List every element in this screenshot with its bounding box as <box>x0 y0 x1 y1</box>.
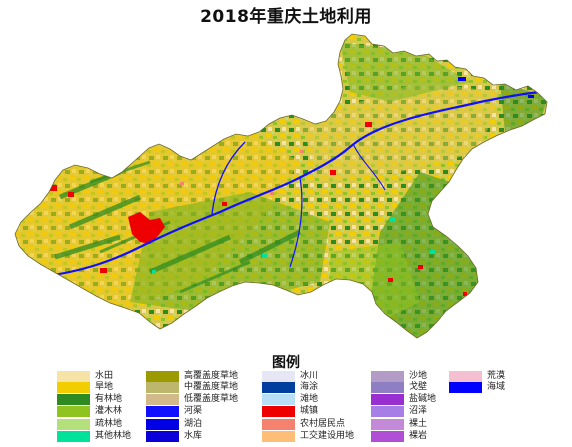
legend-label: 农村居民点 <box>300 418 346 429</box>
legend-item: 低覆盖度草地 <box>146 393 238 405</box>
legend-label: 海域 <box>487 381 506 392</box>
legend-swatch <box>371 393 404 405</box>
legend-label: 疏林地 <box>95 418 123 429</box>
legend-label: 城镇 <box>300 405 319 416</box>
legend-swatch <box>262 381 295 393</box>
legend-swatch <box>262 430 295 442</box>
legend-label: 冰川 <box>300 370 319 381</box>
legend-label: 湖泊 <box>184 418 203 429</box>
legend-label: 海涂 <box>300 381 319 392</box>
legend-label: 水库 <box>184 430 203 441</box>
legend-label: 中覆盖度草地 <box>184 381 239 392</box>
legend-label: 其他林地 <box>95 430 132 441</box>
legend-item: 水库 <box>146 430 202 442</box>
legend-swatch <box>57 393 90 405</box>
legend-label: 荒漠 <box>487 370 506 381</box>
legend-label: 高覆盖度草地 <box>184 370 239 381</box>
legend-swatch <box>371 381 404 393</box>
legend-swatch <box>371 430 404 442</box>
legend-item: 农村居民点 <box>262 418 345 430</box>
legend-item: 城镇 <box>262 405 318 417</box>
legend-item: 其他林地 <box>57 430 131 442</box>
legend-swatch <box>371 418 404 430</box>
legend-swatch <box>146 430 179 442</box>
legend-item: 中覆盖度草地 <box>146 381 238 393</box>
legend-swatch <box>449 370 482 382</box>
legend-swatch <box>371 405 404 417</box>
legend-swatch <box>146 381 179 393</box>
legend-item: 工交建设用地 <box>262 430 354 442</box>
legend-swatch <box>57 370 90 382</box>
legend-label: 河渠 <box>184 405 203 416</box>
legend-label: 盐碱地 <box>409 393 437 404</box>
legend-item: 海涂 <box>262 381 318 393</box>
legend-swatch <box>57 405 90 417</box>
legend-label: 滩地 <box>300 393 319 404</box>
legend-swatch <box>371 370 404 382</box>
legend-swatch <box>146 405 179 417</box>
legend-swatch <box>262 418 295 430</box>
legend-item: 灌木林 <box>57 405 122 417</box>
land-use-map <box>0 22 572 347</box>
legend-item: 盐碱地 <box>371 393 436 405</box>
legend-label: 裸岩 <box>409 430 428 441</box>
legend-label: 灌木林 <box>95 405 123 416</box>
legend-swatch <box>262 405 295 417</box>
legend-item: 沼泽 <box>371 405 427 417</box>
legend-item: 湖泊 <box>146 418 202 430</box>
legend-label: 沙地 <box>409 370 428 381</box>
legend-swatch <box>262 370 295 382</box>
legend-label: 水田 <box>95 370 114 381</box>
legend-swatch <box>146 418 179 430</box>
legend-label: 旱地 <box>95 381 114 392</box>
legend-title: 图例 <box>272 355 300 371</box>
map-title: 2018年重庆土地利用 <box>200 7 372 27</box>
legend-label: 工交建设用地 <box>300 430 355 441</box>
legend-item: 裸岩 <box>371 430 427 442</box>
legend-label: 戈壁 <box>409 381 428 392</box>
legend-item: 有林地 <box>57 393 122 405</box>
legend-swatch <box>449 381 482 393</box>
legend-label: 低覆盖度草地 <box>184 393 239 404</box>
legend-swatch <box>57 418 90 430</box>
legend-swatch <box>262 393 295 405</box>
legend-swatch <box>146 393 179 405</box>
legend-swatch <box>57 430 90 442</box>
legend-swatch <box>146 370 179 382</box>
legend-label: 有林地 <box>95 393 123 404</box>
legend-item: 河渠 <box>146 405 202 417</box>
legend-label: 裸土 <box>409 418 428 429</box>
legend-item: 滩地 <box>262 393 318 405</box>
legend-label: 沼泽 <box>409 405 428 416</box>
legend-item: 疏林地 <box>57 418 122 430</box>
legend-item: 裸土 <box>371 418 427 430</box>
legend-item: 戈壁 <box>371 381 427 393</box>
legend-item: 海域 <box>449 381 505 393</box>
legend-item: 旱地 <box>57 381 113 393</box>
legend-swatch <box>57 381 90 393</box>
